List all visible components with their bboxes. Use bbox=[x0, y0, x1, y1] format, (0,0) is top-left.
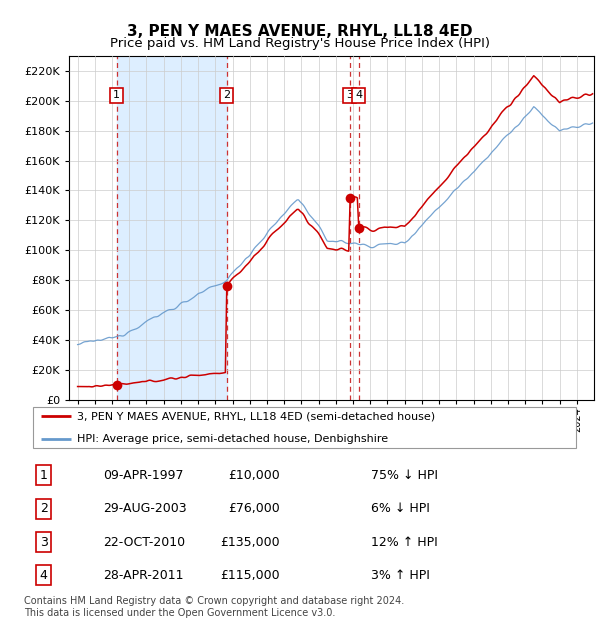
Text: £135,000: £135,000 bbox=[221, 536, 280, 549]
Text: Contains HM Land Registry data © Crown copyright and database right 2024.
This d: Contains HM Land Registry data © Crown c… bbox=[24, 596, 404, 618]
Text: 2: 2 bbox=[223, 91, 230, 100]
Text: 4: 4 bbox=[355, 91, 362, 100]
Text: 75% ↓ HPI: 75% ↓ HPI bbox=[371, 469, 439, 482]
Text: 1: 1 bbox=[40, 469, 47, 482]
Text: 3: 3 bbox=[346, 91, 353, 100]
Text: 1: 1 bbox=[113, 91, 120, 100]
Text: 12% ↑ HPI: 12% ↑ HPI bbox=[371, 536, 438, 549]
Text: 3: 3 bbox=[40, 536, 47, 549]
Text: HPI: Average price, semi-detached house, Denbighshire: HPI: Average price, semi-detached house,… bbox=[77, 434, 388, 444]
Text: £10,000: £10,000 bbox=[229, 469, 280, 482]
Text: 28-APR-2011: 28-APR-2011 bbox=[104, 569, 184, 582]
Text: 3, PEN Y MAES AVENUE, RHYL, LL18 4ED (semi-detached house): 3, PEN Y MAES AVENUE, RHYL, LL18 4ED (se… bbox=[77, 412, 435, 422]
Text: 3, PEN Y MAES AVENUE, RHYL, LL18 4ED: 3, PEN Y MAES AVENUE, RHYL, LL18 4ED bbox=[127, 24, 473, 38]
Bar bbox=[117, 56, 227, 400]
Text: 4: 4 bbox=[40, 569, 47, 582]
Text: 09-APR-1997: 09-APR-1997 bbox=[104, 469, 184, 482]
Text: 2: 2 bbox=[40, 502, 47, 515]
Text: 3% ↑ HPI: 3% ↑ HPI bbox=[371, 569, 430, 582]
Text: Price paid vs. HM Land Registry's House Price Index (HPI): Price paid vs. HM Land Registry's House … bbox=[110, 37, 490, 50]
FancyBboxPatch shape bbox=[33, 407, 577, 448]
Text: £76,000: £76,000 bbox=[229, 502, 280, 515]
Text: 22-OCT-2010: 22-OCT-2010 bbox=[104, 536, 185, 549]
Text: 6% ↓ HPI: 6% ↓ HPI bbox=[371, 502, 430, 515]
Text: £115,000: £115,000 bbox=[221, 569, 280, 582]
Text: 29-AUG-2003: 29-AUG-2003 bbox=[104, 502, 187, 515]
